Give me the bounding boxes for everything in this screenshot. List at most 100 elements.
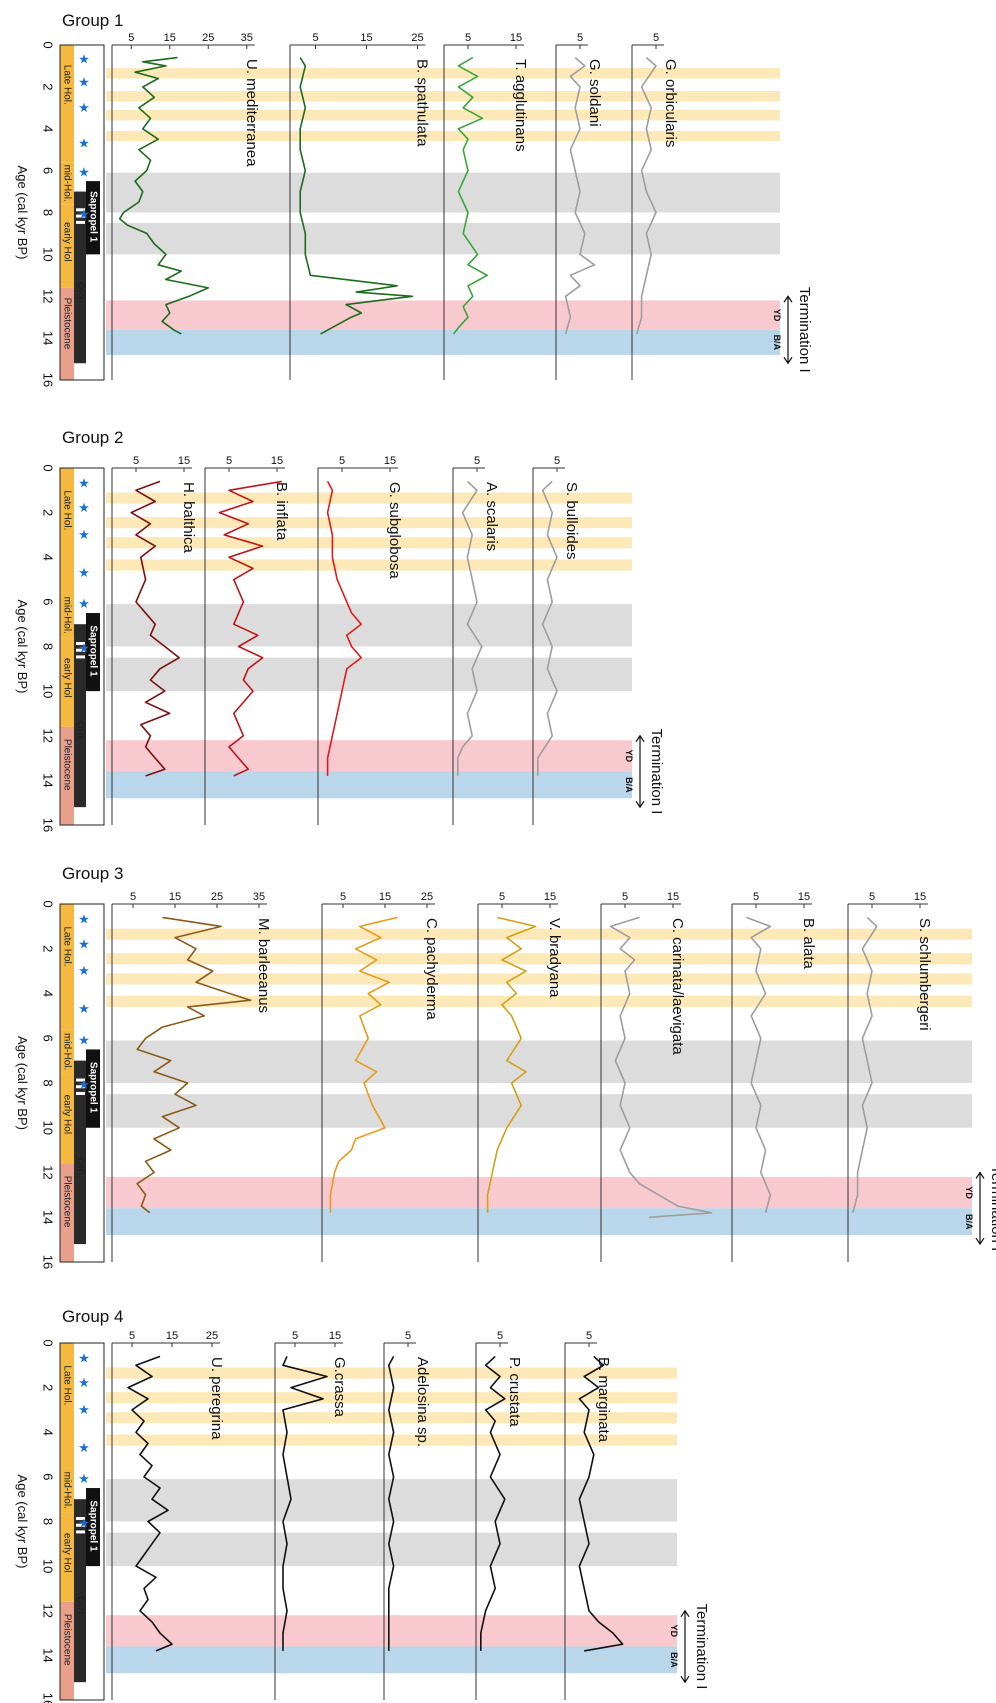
age-tick-label: 16 <box>41 1693 56 1703</box>
group-title: Group 2 <box>62 428 123 447</box>
radiocarbon-star-icon: ★ <box>78 1077 90 1092</box>
age-axis-title: Age (cal kyr BP) <box>15 1036 30 1130</box>
late-holocene-band <box>106 953 972 965</box>
age-tick-label: 4 <box>41 554 56 561</box>
strat-unit <box>60 1029 74 1075</box>
age-tick-label: 6 <box>41 1035 56 1042</box>
radiocarbon-star-icon: ★ <box>78 1516 90 1531</box>
radiocarbon-star-icon: ★ <box>78 1351 90 1366</box>
radiocarbon-star-icon: ★ <box>78 1375 90 1390</box>
radiocarbon-star-icon: ★ <box>78 75 90 90</box>
age-tick-label: 8 <box>41 1518 56 1525</box>
x-tick-label: 5 <box>339 455 345 467</box>
x-tick-label: 15 <box>544 891 556 903</box>
x-tick-label: 15 <box>169 891 181 903</box>
x-tick-label: 15 <box>914 891 926 903</box>
radiocarbon-star-icon: ★ <box>78 100 90 115</box>
series-line <box>609 916 713 1219</box>
radiocarbon-star-icon: ★ <box>78 936 90 951</box>
late-holocene-band <box>106 1367 677 1379</box>
x-tick-label: 15 <box>798 891 810 903</box>
series-line <box>486 916 537 1213</box>
age-tick-label: 2 <box>41 83 56 90</box>
termination-label: Termination I <box>988 1165 996 1251</box>
radiocarbon-star-icon: ★ <box>78 1001 90 1016</box>
sapropel-stripe <box>76 1517 85 1521</box>
series-line <box>536 480 558 776</box>
strat-label: early Hol <box>61 1095 72 1134</box>
strat-unit <box>60 726 74 825</box>
species-label: G. soldani <box>586 59 603 127</box>
sapropel-label: Sapropel 1 <box>87 1500 98 1552</box>
x-tick-label: 15 <box>164 32 176 44</box>
late-holocene-band <box>106 91 780 102</box>
species-label: C. carinata/laevigata <box>669 918 686 1055</box>
age-tick-label: 0 <box>41 41 56 48</box>
group-2-panel: Group 2 0 2 4 6 8 10 12 14 16 Age (cal kyr BP) Late… <box>15 428 665 832</box>
strat-label: mid-Hol. <box>61 1033 72 1070</box>
group-1-panel: Group 1 0 2 4 6 8 10 12 14 16 Age (cal kyr BP) Late… <box>15 11 813 387</box>
sapropel-bar <box>86 181 100 255</box>
sapropel-band <box>106 604 632 647</box>
x-tick-label: 5 <box>577 32 583 44</box>
x-tick-label: 5 <box>292 1330 298 1342</box>
species-label: G. orbicularis <box>662 59 679 147</box>
late-holocene-band <box>106 68 780 79</box>
sapropel-stripe <box>76 1091 85 1095</box>
late-holocene-band <box>106 517 632 529</box>
late-holocene-band <box>106 492 632 504</box>
group-title: Group 4 <box>62 1307 123 1326</box>
x-tick-label: 35 <box>253 891 265 903</box>
x-tick-label: 5 <box>465 32 471 44</box>
strat-unit <box>60 1467 74 1513</box>
radiocarbon-star-icon: ★ <box>78 641 90 656</box>
age-tick-label: 8 <box>41 209 56 216</box>
sapropel-band <box>106 1094 972 1128</box>
age-tick-label: 4 <box>41 990 56 997</box>
x-tick-label: 25 <box>202 32 214 44</box>
bolling-allerod-band <box>106 1208 972 1236</box>
strat-label: early Hol <box>61 222 72 261</box>
age-tick-label: 12 <box>41 1604 56 1618</box>
orl-strip <box>74 1499 86 1683</box>
younger-dryas-band <box>106 1176 972 1209</box>
radiocarbon-star-icon: ★ <box>78 963 90 978</box>
age-tick-label: 10 <box>41 1121 56 1135</box>
strat-label: mid-Hol. <box>61 165 72 202</box>
sapropel-label: Sapropel 1 <box>87 625 98 677</box>
strat-unit <box>60 45 74 163</box>
x-tick-label: 15 <box>178 455 190 467</box>
sapropel-band <box>106 172 780 213</box>
strat-unit <box>60 904 74 1030</box>
arrow-down-icon <box>975 1237 985 1246</box>
species-label: S. bulloides <box>563 482 580 560</box>
strat-label: early Hol <box>61 1533 72 1572</box>
arrow-down-icon <box>783 356 793 365</box>
younger-dryas-band <box>106 740 632 772</box>
x-tick-label: 5 <box>128 32 134 44</box>
x-tick-label: 5 <box>133 455 139 467</box>
x-tick-label: 5 <box>586 1330 592 1342</box>
age-tick-label: 10 <box>41 684 56 698</box>
x-tick-label: 5 <box>474 455 480 467</box>
ba-label: B/A <box>964 1214 974 1230</box>
x-tick-label: 5 <box>554 455 560 467</box>
age-tick-label: 6 <box>41 1473 56 1480</box>
strat-label: ORL <box>74 282 85 303</box>
sapropel-band <box>106 1040 972 1083</box>
x-tick-label: 25 <box>211 891 223 903</box>
sapropel-stripe <box>76 642 85 646</box>
bolling-allerod-band <box>106 329 780 355</box>
age-tick-label: 0 <box>41 900 56 907</box>
strat-label: Pleistocene <box>61 739 72 791</box>
radiocarbon-star-icon: ★ <box>78 565 90 580</box>
radiocarbon-star-icon: ★ <box>78 1032 90 1047</box>
orl-strip <box>74 191 86 364</box>
radiocarbon-star-icon: ★ <box>78 1471 90 1486</box>
strat-label: Late Hol. <box>61 1365 72 1405</box>
radiocarbon-star-icon: ★ <box>78 596 90 611</box>
series-line <box>852 916 878 1214</box>
series-line <box>452 56 489 335</box>
x-tick-label: 5 <box>622 891 628 903</box>
